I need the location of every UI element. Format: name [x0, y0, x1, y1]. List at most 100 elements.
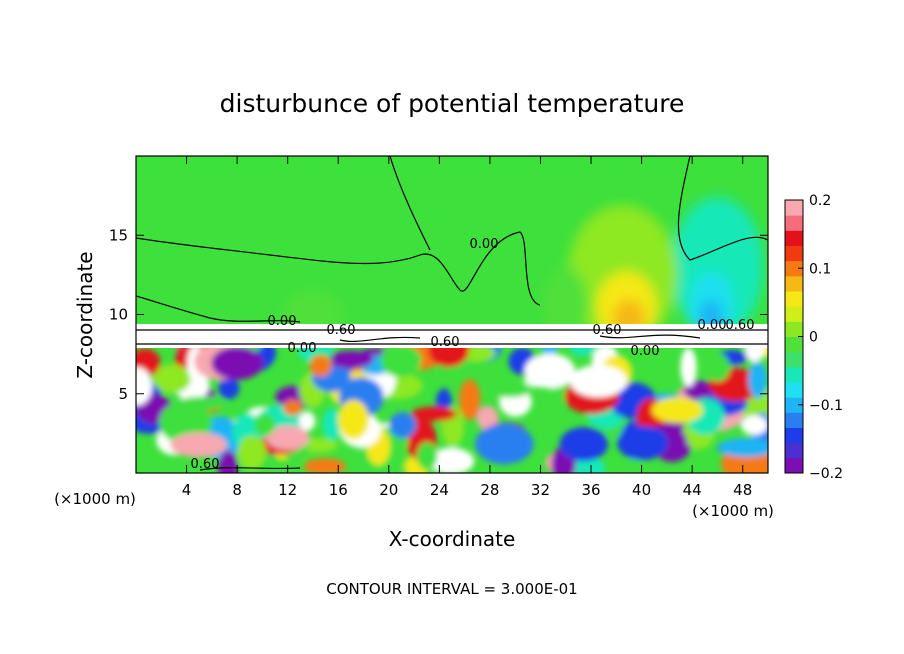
x-unit-right: (×1000 m) — [692, 502, 774, 520]
turbulence-cell — [476, 405, 499, 431]
contour-line — [599, 334, 701, 339]
x-tick-label: 44 — [683, 481, 702, 499]
turbulence-cell — [283, 399, 303, 416]
turbulence-cell — [459, 379, 481, 421]
turbulence-cell — [487, 382, 531, 398]
turbulence-cell — [322, 408, 342, 441]
turbulence-cell — [475, 423, 534, 465]
contour-line — [136, 295, 301, 323]
colorbar-swatch — [785, 442, 803, 459]
turbulence-cell — [718, 437, 768, 458]
contour-labels: 0.000.000.000.600.600.600.000.00 0.600.60 — [191, 237, 755, 472]
colorbar-swatch — [785, 336, 803, 353]
x-tick-label: 32 — [531, 481, 550, 499]
contour-interval-note: CONTOUR INTERVAL = 3.000E-01 — [326, 580, 577, 598]
x-tick-label: 24 — [430, 481, 449, 499]
contour-line — [339, 336, 421, 343]
chart-title: disturbunce of potential temperature — [220, 89, 685, 118]
turbulence-cell — [254, 413, 276, 436]
colorbar-tick-label: −0.2 — [809, 466, 843, 482]
turbulence-cell — [389, 412, 417, 439]
colorbar-tick-label: −0.1 — [809, 398, 843, 414]
colorbar-swatch — [785, 427, 803, 444]
x-tick-label: 40 — [632, 481, 651, 499]
contour-value-label: 0.00 — [631, 344, 660, 359]
colorbar-tick-label: 0.1 — [809, 261, 831, 277]
turbulence-cell — [569, 364, 627, 398]
colorbar-swatch — [785, 215, 803, 231]
turbulence-cell — [218, 376, 240, 400]
colorbar-swatch — [785, 230, 803, 246]
y-axis-label: Z-coordinate — [73, 251, 97, 378]
colorbar-swatch — [785, 306, 803, 322]
contour-value-label: 0.00 — [698, 318, 727, 333]
turbulence-cell — [705, 353, 730, 382]
colorbar-swatch — [785, 397, 803, 413]
contour-value-label: 0.60 — [593, 323, 622, 338]
y-axis: 5 10 15 — [109, 226, 768, 403]
turbulence-cell — [380, 344, 422, 378]
x-tick-label: 48 — [733, 481, 752, 499]
colorbar-swatch — [785, 245, 803, 262]
turbulence-cell — [748, 361, 767, 399]
turbulence-cell — [337, 399, 369, 440]
colorbar: 0.2 0.1 0 −0.1 −0.2 — [784, 193, 843, 482]
contour-value-label: 0.00 — [288, 341, 317, 356]
colorbar-tick-label: 0 — [809, 330, 818, 346]
colorbar-swatch — [785, 275, 803, 292]
upper-field — [136, 156, 768, 336]
colorbar-swatch — [785, 412, 803, 428]
x-tick-label: 8 — [232, 481, 242, 499]
turbulence-cell — [136, 366, 153, 406]
contour-value-label: 0.60 — [726, 318, 755, 333]
turbulence-cell — [559, 427, 609, 462]
colorbar-swatch — [785, 366, 803, 383]
turbulence-cell — [740, 415, 768, 435]
turbulence-cell — [617, 425, 669, 461]
turbulence-cell — [152, 364, 191, 394]
x-tick-label: 36 — [581, 481, 600, 499]
x-tick-label: 4 — [182, 481, 192, 499]
turbulence-cell — [170, 432, 227, 458]
turbulence-cell — [623, 458, 645, 473]
contour-lines — [136, 156, 768, 471]
turbulence-cell — [651, 397, 703, 423]
contour-line — [136, 231, 541, 306]
x-tick-label: 20 — [379, 481, 398, 499]
colorbar-swatch — [785, 321, 803, 337]
y-tick-label: 15 — [109, 226, 128, 244]
contour-value-label: 0.00 — [268, 314, 297, 329]
plot-area: 0.000.000.000.600.600.600.000.00 0.600.60 — [136, 156, 768, 473]
colorbar-swatch — [785, 260, 803, 277]
turbulence-cell — [237, 435, 267, 470]
colorbar-swatch — [785, 382, 803, 398]
turbulence-cell — [309, 355, 332, 377]
x-unit-left: (×1000 m) — [54, 490, 136, 508]
colorbar-swatch — [785, 351, 803, 368]
contour-value-label: 0.60 — [191, 457, 220, 472]
colorbar-tick-label: 0.2 — [809, 193, 831, 209]
x-tick-label: 16 — [329, 481, 348, 499]
turbulence-cell — [411, 406, 457, 422]
turbulence-cell — [524, 353, 576, 389]
y-tick-label: 5 — [118, 385, 128, 403]
contour-value-label: 0.60 — [431, 335, 460, 350]
x-tick-label: 12 — [278, 481, 297, 499]
turbulence-cell — [303, 458, 346, 473]
colorbar-swatch — [785, 200, 803, 216]
contour-value-label: 0.00 — [470, 237, 499, 252]
lower-anomalies — [136, 328, 768, 473]
turbulence-cell — [327, 350, 374, 369]
turbulence-cell — [416, 442, 438, 470]
contour-value-label: 0.60 — [327, 323, 356, 338]
x-axis: 4 8 12 16 20 24 28 32 36 40 44 48 — [182, 156, 752, 499]
contour-line — [677, 156, 768, 261]
turbulence-cell — [265, 425, 310, 451]
y-tick-label: 10 — [109, 306, 128, 324]
turbulence-cell — [299, 411, 316, 431]
colorbar-swatch — [785, 291, 803, 307]
contour-line — [389, 156, 431, 251]
x-axis-label: X-coordinate — [389, 527, 516, 551]
x-tick-label: 28 — [480, 481, 499, 499]
